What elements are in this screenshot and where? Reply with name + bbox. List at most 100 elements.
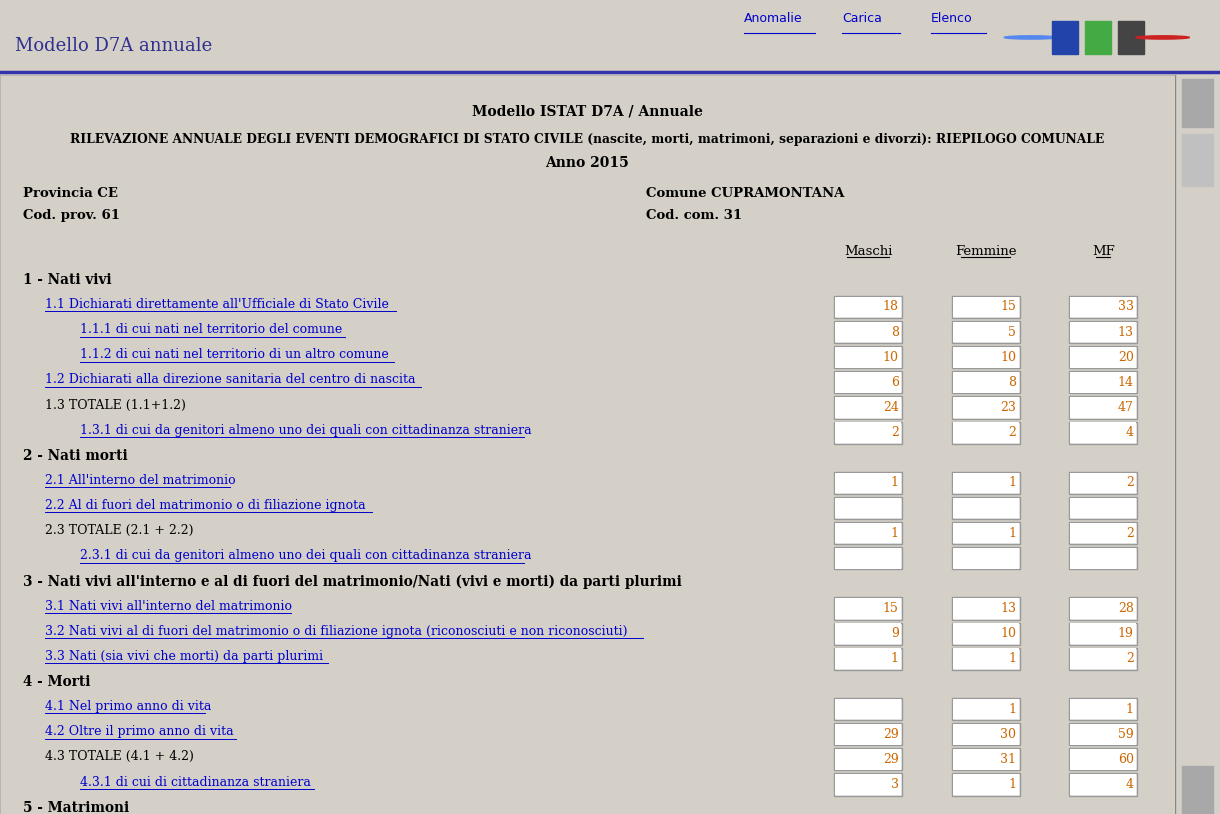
Text: 3.2 Nati vivi al di fuori del matrimonio o di filiazione ignota (riconosciuti e : 3.2 Nati vivi al di fuori del matrimonio… bbox=[45, 625, 627, 638]
FancyBboxPatch shape bbox=[834, 472, 903, 494]
Text: 1.3 TOTALE (1.1+1.2): 1.3 TOTALE (1.1+1.2) bbox=[45, 399, 185, 412]
Text: 10: 10 bbox=[883, 351, 899, 364]
FancyBboxPatch shape bbox=[1069, 698, 1137, 720]
Text: 4.3.1 di cui di cittadinanza straniera: 4.3.1 di cui di cittadinanza straniera bbox=[79, 776, 311, 789]
FancyBboxPatch shape bbox=[836, 649, 902, 669]
FancyBboxPatch shape bbox=[834, 497, 903, 519]
FancyBboxPatch shape bbox=[834, 623, 903, 645]
FancyBboxPatch shape bbox=[836, 422, 902, 443]
Text: 1.1.2 di cui nati nel territorio di un altro comune: 1.1.2 di cui nati nel territorio di un a… bbox=[79, 348, 389, 361]
Text: 47: 47 bbox=[1118, 401, 1133, 414]
FancyBboxPatch shape bbox=[1070, 397, 1136, 418]
FancyBboxPatch shape bbox=[953, 397, 1019, 418]
FancyBboxPatch shape bbox=[952, 648, 1020, 670]
Text: 1: 1 bbox=[1008, 527, 1016, 540]
FancyBboxPatch shape bbox=[953, 296, 1019, 317]
FancyBboxPatch shape bbox=[1070, 774, 1136, 794]
Text: 19: 19 bbox=[1118, 627, 1133, 640]
FancyBboxPatch shape bbox=[834, 723, 903, 746]
Text: 8: 8 bbox=[1008, 376, 1016, 389]
FancyBboxPatch shape bbox=[834, 648, 903, 670]
Text: 1: 1 bbox=[1008, 778, 1016, 791]
Text: 8: 8 bbox=[891, 326, 899, 339]
Text: 4: 4 bbox=[1126, 778, 1133, 791]
Bar bbox=[1118, 21, 1144, 54]
FancyBboxPatch shape bbox=[953, 548, 1019, 569]
FancyBboxPatch shape bbox=[1069, 346, 1137, 368]
FancyBboxPatch shape bbox=[834, 522, 903, 545]
FancyBboxPatch shape bbox=[834, 295, 903, 318]
Text: 2: 2 bbox=[1126, 527, 1133, 540]
FancyBboxPatch shape bbox=[953, 372, 1019, 392]
Text: 1: 1 bbox=[891, 652, 899, 665]
Text: 1.2 Dichiarati alla direzione sanitaria del centro di nascita: 1.2 Dichiarati alla direzione sanitaria … bbox=[45, 374, 415, 387]
Text: Anomalie: Anomalie bbox=[744, 12, 803, 25]
Circle shape bbox=[1136, 36, 1190, 39]
Text: 1: 1 bbox=[1008, 652, 1016, 665]
Text: Modello D7A annuale: Modello D7A annuale bbox=[15, 37, 212, 55]
FancyBboxPatch shape bbox=[834, 597, 903, 619]
FancyBboxPatch shape bbox=[953, 473, 1019, 493]
FancyBboxPatch shape bbox=[953, 724, 1019, 745]
FancyBboxPatch shape bbox=[834, 547, 903, 569]
Text: 20: 20 bbox=[1118, 351, 1133, 364]
FancyBboxPatch shape bbox=[952, 472, 1020, 494]
FancyBboxPatch shape bbox=[1070, 422, 1136, 443]
FancyBboxPatch shape bbox=[1069, 522, 1137, 545]
Text: 2.3 TOTALE (2.1 + 2.2): 2.3 TOTALE (2.1 + 2.2) bbox=[45, 524, 193, 537]
Text: 3.1 Nati vivi all'interno del matrimonio: 3.1 Nati vivi all'interno del matrimonio bbox=[45, 600, 292, 613]
FancyBboxPatch shape bbox=[952, 321, 1020, 344]
Text: 3.3 Nati (sia vivi che morti) da parti plurimi: 3.3 Nati (sia vivi che morti) da parti p… bbox=[45, 650, 323, 663]
Text: Cod. prov. 61: Cod. prov. 61 bbox=[23, 209, 121, 222]
FancyBboxPatch shape bbox=[836, 598, 902, 619]
FancyBboxPatch shape bbox=[953, 749, 1019, 770]
Text: 59: 59 bbox=[1118, 728, 1133, 741]
FancyBboxPatch shape bbox=[1070, 649, 1136, 669]
FancyBboxPatch shape bbox=[1069, 472, 1137, 494]
FancyBboxPatch shape bbox=[953, 497, 1019, 519]
FancyBboxPatch shape bbox=[953, 649, 1019, 669]
Bar bbox=[1182, 79, 1213, 127]
Text: 28: 28 bbox=[1118, 602, 1133, 615]
Text: 31: 31 bbox=[1000, 753, 1016, 766]
FancyBboxPatch shape bbox=[834, 321, 903, 344]
Text: 3 - Nati vivi all'interno e al di fuori del matrimonio/Nati (vivi e morti) da pa: 3 - Nati vivi all'interno e al di fuori … bbox=[23, 575, 682, 589]
Bar bbox=[1182, 134, 1213, 186]
Text: 2: 2 bbox=[891, 426, 899, 439]
FancyBboxPatch shape bbox=[836, 347, 902, 368]
FancyBboxPatch shape bbox=[953, 322, 1019, 343]
FancyBboxPatch shape bbox=[952, 497, 1020, 519]
FancyBboxPatch shape bbox=[953, 624, 1019, 644]
FancyBboxPatch shape bbox=[952, 346, 1020, 368]
FancyBboxPatch shape bbox=[834, 698, 903, 720]
FancyBboxPatch shape bbox=[952, 422, 1020, 444]
FancyBboxPatch shape bbox=[1069, 422, 1137, 444]
Text: 13: 13 bbox=[1000, 602, 1016, 615]
Text: Maschi: Maschi bbox=[844, 245, 892, 258]
Text: 14: 14 bbox=[1118, 376, 1133, 389]
Text: 29: 29 bbox=[883, 753, 899, 766]
FancyBboxPatch shape bbox=[953, 523, 1019, 544]
FancyBboxPatch shape bbox=[953, 422, 1019, 443]
Text: 13: 13 bbox=[1118, 326, 1133, 339]
FancyBboxPatch shape bbox=[836, 372, 902, 392]
FancyBboxPatch shape bbox=[1070, 497, 1136, 519]
FancyBboxPatch shape bbox=[836, 523, 902, 544]
Text: 1: 1 bbox=[891, 527, 899, 540]
FancyBboxPatch shape bbox=[834, 422, 903, 444]
Text: Modello ISTAT D7A / Annuale: Modello ISTAT D7A / Annuale bbox=[472, 104, 703, 119]
FancyBboxPatch shape bbox=[952, 396, 1020, 418]
Text: 15: 15 bbox=[883, 602, 899, 615]
Text: 2.1 All'interno del matrimonio: 2.1 All'interno del matrimonio bbox=[45, 474, 235, 487]
FancyBboxPatch shape bbox=[952, 623, 1020, 645]
FancyBboxPatch shape bbox=[952, 723, 1020, 746]
Text: 2.3.1 di cui da genitori almeno uno dei quali con cittadinanza straniera: 2.3.1 di cui da genitori almeno uno dei … bbox=[79, 549, 532, 562]
Text: 30: 30 bbox=[1000, 728, 1016, 741]
Text: 3: 3 bbox=[891, 778, 899, 791]
FancyBboxPatch shape bbox=[836, 698, 902, 720]
Text: 10: 10 bbox=[1000, 627, 1016, 640]
Text: 4.2 Oltre il primo anno di vita: 4.2 Oltre il primo anno di vita bbox=[45, 725, 233, 738]
FancyBboxPatch shape bbox=[952, 371, 1020, 393]
Text: 6: 6 bbox=[891, 376, 899, 389]
Text: Comune CUPRAMONTANA: Comune CUPRAMONTANA bbox=[647, 187, 844, 200]
